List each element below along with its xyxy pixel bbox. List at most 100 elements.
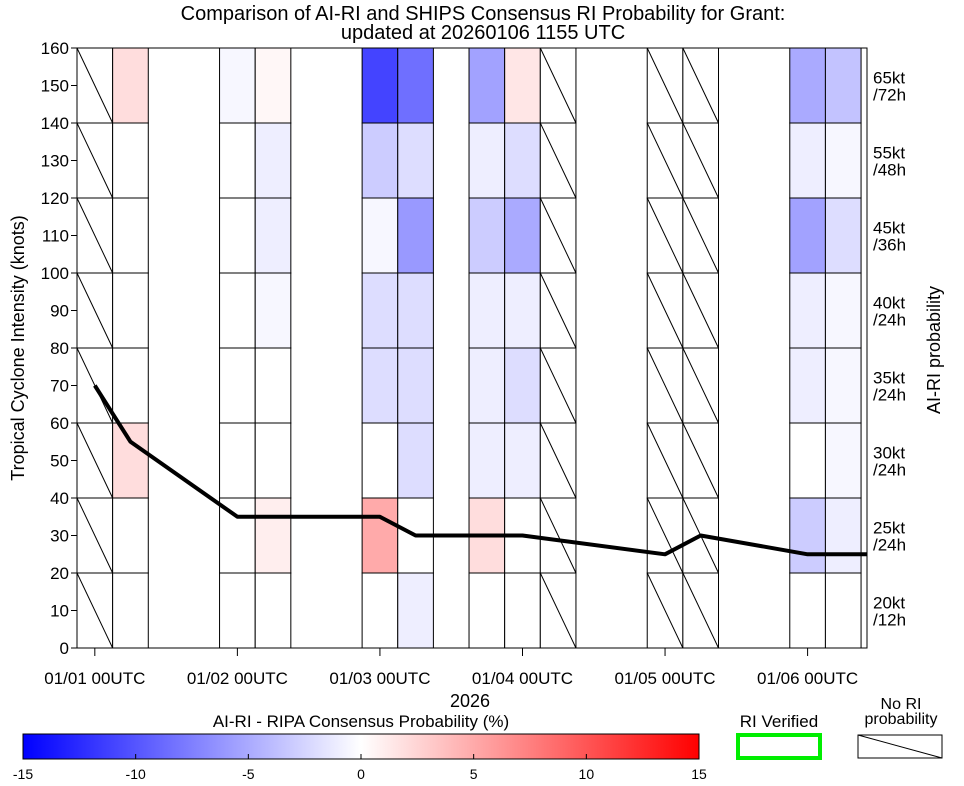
no-ri-hatch: [682, 197, 719, 274]
heatmap-cell: [397, 47, 434, 124]
y-tick-label: 70: [50, 377, 69, 396]
no-ri-hatch: [646, 572, 684, 649]
y-tick-label: 150: [41, 77, 69, 96]
colorbar-tick-label: -5: [242, 766, 255, 782]
ri-verified-swatch: [736, 733, 822, 760]
y-tick-label: 40: [50, 489, 69, 508]
colorbar-label: AI-RI - RIPA Consensus Probability (%): [213, 712, 509, 731]
threshold-window: /12h: [873, 611, 906, 630]
no-ri-label-line1: No RI: [881, 696, 922, 713]
x-axis-label: 2026: [450, 691, 490, 711]
colorbar-tick-label: -10: [126, 766, 146, 782]
heatmap-cell: [361, 347, 399, 424]
heatmap-cell: [468, 122, 506, 199]
y-tick-label: 30: [50, 527, 69, 546]
heatmap-cell: [397, 572, 434, 649]
colorbar-tick-label: -15: [13, 766, 33, 782]
heatmap-cell: [112, 197, 149, 274]
threshold-label: 35kt: [873, 369, 905, 388]
heatmap-cell: [824, 347, 862, 424]
heatmap-cell: [254, 497, 292, 574]
no-ri-hatch: [682, 122, 719, 199]
heatmap-cell: [361, 122, 399, 199]
no-ri-hatch: [646, 272, 684, 349]
heatmap-cell: [789, 197, 826, 274]
heatmap-cell: [789, 347, 826, 424]
no-ri-hatch: [76, 422, 114, 499]
heatmap-cell: [397, 122, 434, 199]
threshold-labels: 20kt/12h25kt/24h30kt/24h35kt/24h40kt/24h…: [873, 69, 906, 630]
colorbar-tick-label: 15: [691, 766, 707, 782]
heatmap-cell: [219, 197, 256, 274]
threshold-label: 25kt: [873, 519, 905, 538]
y-axis-label: Tropical Cyclone Intensity (knots): [8, 215, 28, 480]
no-ri-hatch: [682, 272, 719, 349]
heatmap-cell: [112, 272, 149, 349]
heatmap-cell: [397, 272, 434, 349]
y-tick-label: 0: [60, 639, 69, 658]
heatmap-cell: [254, 272, 292, 349]
no-ri-hatch: [646, 197, 684, 274]
heatmap-cell: [824, 572, 862, 649]
x-tick-label: 01/02 00UTC: [187, 669, 288, 688]
heatmap-cell: [824, 122, 862, 199]
no-ri-hatch: [539, 122, 577, 199]
heatmap-cell: [254, 197, 292, 274]
heatmap-cell: [504, 47, 541, 124]
no-ri-hatch: [76, 572, 114, 649]
heatmap-cell: [468, 197, 506, 274]
y-tick-label: 120: [41, 189, 69, 208]
heatmap-cell: [361, 422, 399, 499]
heatmap-cell: [468, 347, 506, 424]
y-tick-label: 90: [50, 302, 69, 321]
heatmap-cell: [789, 422, 826, 499]
heatmap-cell: [468, 47, 506, 124]
y-axis: 0 10 20 30 40 50 60 70 80 90 100 110 120 130 140 150 160: [41, 39, 77, 658]
heatmap-cell: [219, 47, 256, 124]
no-ri-hatch: [76, 47, 114, 124]
heatmap-cell: [219, 572, 256, 649]
ri-verified-label: RI Verified: [740, 712, 818, 731]
no-ri-hatched-cells: [76, 47, 719, 649]
heatmap-cell: [789, 497, 826, 574]
heatmap-cell: [112, 122, 149, 199]
y-tick-label: 140: [41, 114, 69, 133]
x-axis: 01/01 00UTC 01/02 00UTC 01/03 00UTC 01/04 0…: [44, 648, 858, 688]
heatmap-cell: [361, 572, 399, 649]
y-tick-label: 130: [41, 152, 69, 171]
no-ri-hatch: [539, 47, 577, 124]
heatmap-cell: [254, 122, 292, 199]
heatmap-cell: [468, 572, 506, 649]
heatmap-cell: [504, 122, 541, 199]
no-ri-hatch: [539, 497, 577, 574]
threshold-label: 65kt: [873, 69, 905, 88]
no-ri-label-line2: probability: [865, 711, 938, 728]
heatmap-cell: [468, 422, 506, 499]
heatmap-cell: [397, 197, 434, 274]
heatmap-cell: [504, 347, 541, 424]
no-ri-hatch: [646, 122, 684, 199]
threshold-label: 40kt: [873, 294, 905, 313]
heatmap-cell: [361, 47, 399, 124]
no-ri-hatch: [76, 272, 114, 349]
colorbar-tick-label: 10: [579, 766, 595, 782]
heatmap-cell: [361, 497, 399, 574]
heatmap-cell: [789, 272, 826, 349]
no-ri-hatch: [76, 122, 114, 199]
heatmap-cell: [468, 272, 506, 349]
right-axis-label: AI-RI probability: [924, 286, 944, 414]
heatmap-cell: [254, 347, 292, 424]
heatmap-cell: [789, 47, 826, 124]
heatmap-cell: [789, 122, 826, 199]
x-tick-label: 01/01 00UTC: [44, 669, 145, 688]
threshold-window: /72h: [873, 86, 906, 105]
y-tick-label: 80: [50, 339, 69, 358]
no-ri-hatch: [646, 497, 684, 574]
intensity-line: [93, 384, 867, 557]
threshold-label: 30kt: [873, 444, 905, 463]
no-ri-hatch: [539, 572, 577, 649]
threshold-label: 20kt: [873, 594, 905, 613]
threshold-label: 45kt: [873, 219, 905, 238]
heatmap-cell: [254, 572, 292, 649]
heatmap-cell: [112, 497, 149, 574]
